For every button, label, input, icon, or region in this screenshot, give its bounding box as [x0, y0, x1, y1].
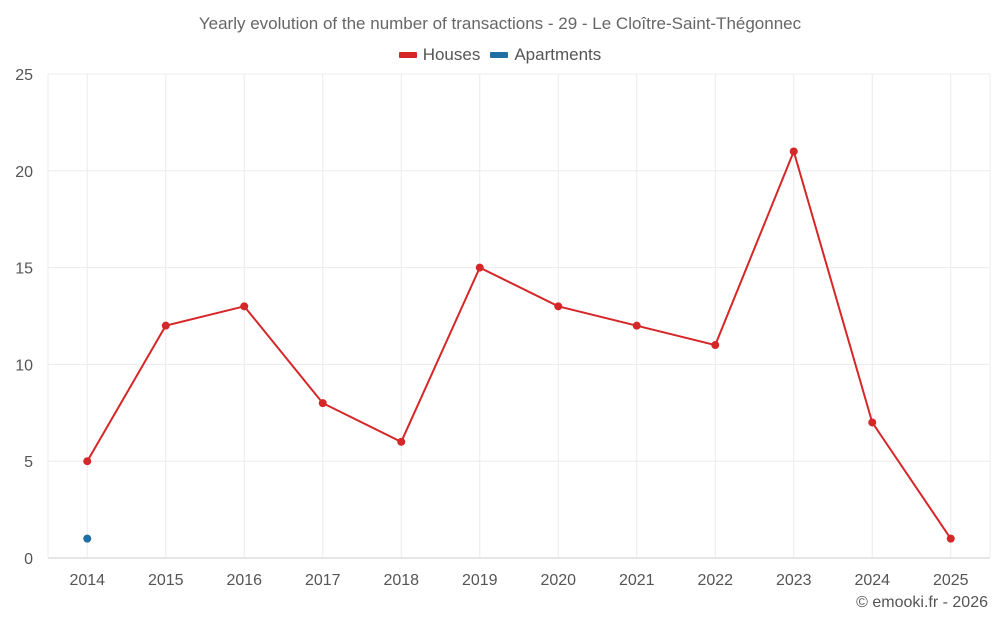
- data-point-houses: [240, 302, 249, 311]
- series-line-houses: [86, 148, 952, 540]
- x-tick-label: 2018: [383, 572, 419, 589]
- x-tick-label: 2017: [305, 572, 341, 589]
- y-tick-label: 15: [15, 261, 33, 278]
- x-tick-label: 2023: [776, 572, 812, 589]
- y-tick-label: 10: [15, 357, 33, 374]
- x-tick-label: 2014: [69, 572, 105, 589]
- chart-title: Yearly evolution of the number of transa…: [198, 14, 802, 33]
- data-point-houses: [554, 302, 563, 311]
- x-tick-label: 2020: [540, 572, 576, 589]
- data-point-houses: [711, 341, 720, 350]
- legend-item-apartments[interactable]: Apartments: [490, 45, 601, 65]
- data-point-houses: [789, 147, 798, 156]
- data-point-apartments: [83, 534, 92, 543]
- y-tick-label: 0: [24, 551, 33, 568]
- x-tick-label: 2025: [933, 572, 969, 589]
- y-tick-label: 25: [15, 67, 33, 84]
- y-tick-label: 20: [15, 164, 33, 181]
- x-tick-label: 2015: [148, 572, 184, 589]
- x-tick-label: 2022: [697, 572, 733, 589]
- data-point-houses: [475, 263, 484, 272]
- data-point-houses: [946, 534, 955, 543]
- legend-label-houses: Houses: [422, 45, 481, 64]
- data-point-houses: [397, 437, 406, 446]
- data-point-houses: [868, 418, 877, 427]
- legend: Houses Apartments: [0, 45, 1000, 65]
- x-tick-label: 2019: [462, 572, 498, 589]
- legend-label-apartments: Apartments: [514, 45, 602, 64]
- legend-item-houses[interactable]: Houses: [398, 45, 481, 65]
- y-tick-label: 5: [24, 454, 33, 471]
- x-tick-label: 2016: [226, 572, 262, 589]
- legend-swatch-apartments: [490, 52, 509, 58]
- data-point-houses: [161, 321, 170, 330]
- x-tick-label: 2021: [619, 572, 655, 589]
- data-point-houses: [318, 399, 327, 408]
- copyright-text: © emooki.fr - 2026: [856, 594, 988, 611]
- data-point-houses: [83, 457, 92, 466]
- x-tick-label: 2024: [854, 572, 890, 589]
- legend-swatch-houses: [398, 52, 417, 58]
- data-point-houses: [632, 321, 641, 330]
